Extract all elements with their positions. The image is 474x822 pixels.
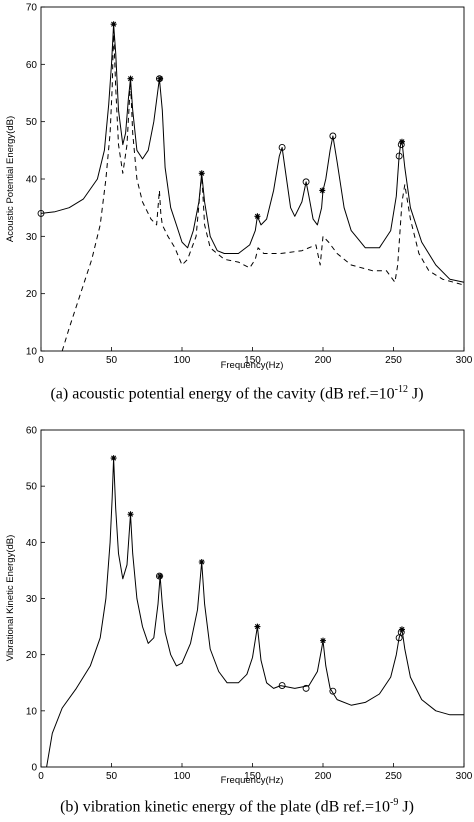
chart-a-series-solid bbox=[40, 23, 465, 283]
chart-a-star-marker bbox=[157, 75, 164, 82]
chart-b-series bbox=[46, 457, 464, 768]
chart-b-y-tick-label: 60 bbox=[26, 426, 38, 437]
chart-b-axes-frame bbox=[40, 429, 465, 768]
chart-a-circle-marker bbox=[155, 75, 163, 83]
chart-a-circle-marker bbox=[37, 209, 45, 217]
chart-a-y-tick-label: 50 bbox=[26, 117, 38, 128]
chart-b: 0 50 100 150 200 250 300 0 10 20 30 40 50 60 Frequenc… bbox=[5, 426, 473, 787]
chart-a: 0 50 100 150 200 250 300 10 20 30 40 50 60 70 Frequen… bbox=[5, 3, 473, 372]
chart-a-circle-marker bbox=[302, 178, 310, 186]
chart-b-y-tick-label: 30 bbox=[26, 594, 38, 605]
chart-b-y-axis-label: Vibrational Kinetic Energy(dB) bbox=[5, 535, 16, 662]
chart-a-caption-suffix: J) bbox=[407, 385, 424, 403]
chart-b-star-marker bbox=[320, 637, 326, 644]
chart-a-star-marker bbox=[127, 75, 134, 82]
chart-a-series-dashed bbox=[61, 29, 465, 352]
chart-b-x-tick-label: 300 bbox=[456, 771, 473, 782]
chart-a-circle-marker bbox=[329, 132, 337, 140]
chart-b-series-solid bbox=[46, 457, 464, 768]
chart-a-markers bbox=[37, 21, 405, 220]
chart-b-caption-prefix: (b) vibration kinetic energy of the plat… bbox=[60, 798, 391, 816]
chart-b-circle-marker bbox=[397, 628, 405, 636]
chart-b-circle-marker bbox=[278, 682, 286, 690]
chart-a-star-marker bbox=[319, 187, 326, 194]
chart-a-x-axis-label: Frequency(Hz) bbox=[221, 360, 284, 371]
chart-b-x-tick-label: 200 bbox=[315, 771, 332, 782]
chart-b-caption: (b) vibration kinetic energy of the plat… bbox=[0, 797, 474, 816]
chart-b-caption-suffix: J) bbox=[398, 798, 414, 816]
chart-b-y-tick-label: 20 bbox=[26, 650, 38, 661]
chart-a-x-tick-label: 200 bbox=[315, 355, 332, 366]
chart-b-x-tick-label: 250 bbox=[385, 771, 402, 782]
chart-a-y-axis-label: Acoustic Potential Energy(dB) bbox=[5, 116, 16, 242]
chart-b-y-tick-label: 50 bbox=[26, 482, 38, 493]
chart-b-x-tick-label: 100 bbox=[174, 771, 191, 782]
chart-b-ticks: 0 50 100 150 200 250 300 0 10 20 30 40 50 60 bbox=[26, 426, 473, 783]
chart-a-y-tick-label: 30 bbox=[26, 232, 38, 243]
chart-b-circle-marker bbox=[329, 687, 337, 695]
chart-a-star-marker bbox=[110, 21, 117, 28]
chart-b-caption-exponent: -9 bbox=[390, 797, 399, 808]
chart-a-caption-prefix: (a) acoustic potential energy of the cav… bbox=[50, 385, 395, 403]
chart-a-y-tick-label: 40 bbox=[26, 175, 38, 186]
chart-a-y-tick-label: 70 bbox=[26, 3, 38, 14]
chart-a-series bbox=[40, 23, 465, 352]
chart-b-x-tick-label: 150 bbox=[244, 771, 261, 782]
chart-b-y-tick-label: 40 bbox=[26, 538, 38, 549]
chart-a-x-tick-label: 0 bbox=[38, 355, 44, 366]
chart-b-y-tick-label: 10 bbox=[26, 706, 38, 717]
chart-b-y-tick-label: 0 bbox=[31, 763, 37, 774]
chart-b-x-tick-label: 50 bbox=[106, 771, 118, 782]
chart-b-star-marker bbox=[157, 573, 164, 580]
chart-a-caption-exponent: -12 bbox=[394, 384, 408, 395]
chart-a-star-marker bbox=[198, 170, 205, 177]
chart-b-circle-marker bbox=[155, 572, 163, 580]
chart-b-circle-marker bbox=[302, 684, 310, 692]
chart-a-y-tick-label: 60 bbox=[26, 60, 38, 71]
chart-a-circle-marker bbox=[395, 152, 403, 160]
chart-b-star-marker bbox=[198, 558, 205, 565]
chart-a-x-tick-label: 300 bbox=[456, 355, 473, 366]
chart-b-star-marker bbox=[127, 511, 134, 518]
chart-a-y-tick-label: 10 bbox=[26, 347, 38, 358]
chart-a-caption: (a) acoustic potential energy of the cav… bbox=[0, 384, 474, 403]
chart-b-star-marker bbox=[254, 623, 261, 630]
chart-a-ticks: 0 50 100 150 200 250 300 10 20 30 40 50 60 70 bbox=[26, 3, 473, 367]
chart-a-x-tick-label: 100 bbox=[174, 355, 191, 366]
chart-a-x-tick-label: 50 bbox=[106, 355, 118, 366]
chart-a-x-tick-label: 250 bbox=[385, 355, 402, 366]
chart-a-axes-frame bbox=[40, 6, 465, 352]
chart-a-star-marker bbox=[254, 213, 261, 220]
chart-a-circle-marker bbox=[278, 144, 286, 151]
chart-b-markers bbox=[110, 455, 405, 695]
chart-a-x-tick-label: 150 bbox=[244, 355, 261, 366]
chart-b-x-axis-label: Frequency(Hz) bbox=[221, 775, 284, 786]
chart-b-star-marker bbox=[110, 455, 117, 462]
chart-a-y-tick-label: 20 bbox=[26, 289, 38, 300]
chart-a-circle-marker bbox=[397, 141, 405, 149]
chart-b-x-tick-label: 0 bbox=[38, 771, 44, 782]
